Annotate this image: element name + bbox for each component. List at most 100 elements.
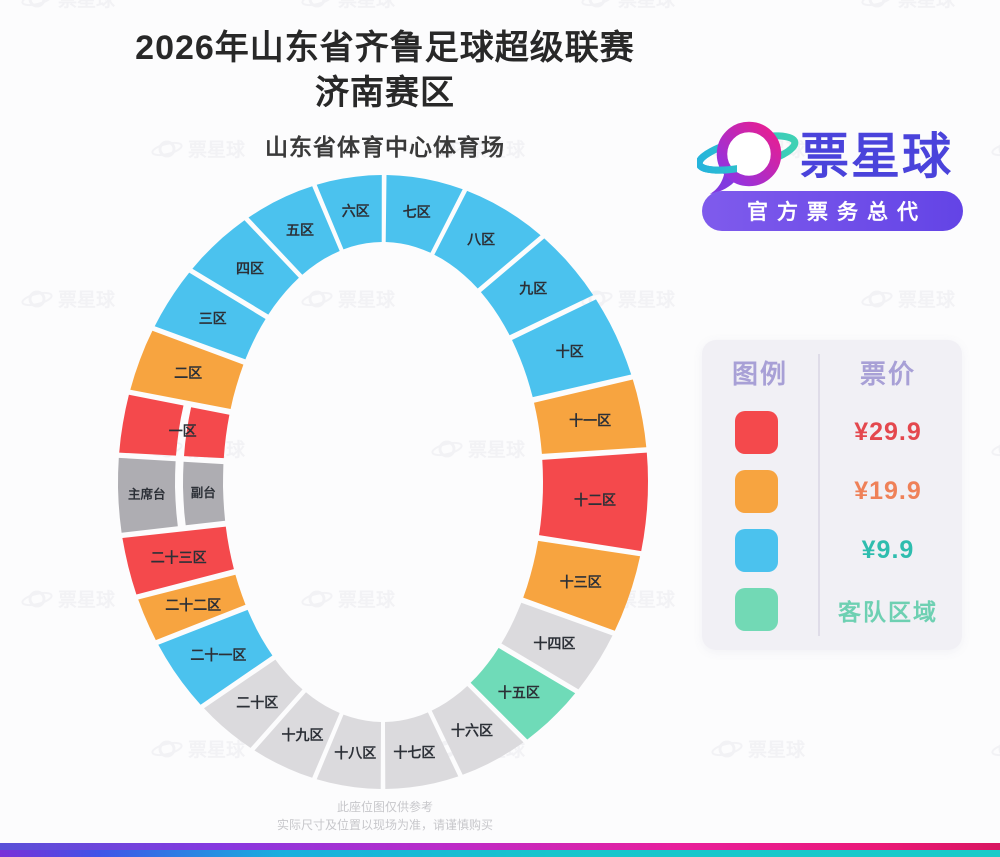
watermark: 票星球 xyxy=(20,285,115,312)
section-label-22: 二十二区 xyxy=(165,597,221,613)
watermark: 票星球 xyxy=(150,135,245,162)
section-16[interactable] xyxy=(431,686,524,775)
watermark-text: 票星球 xyxy=(898,290,956,311)
legend-swatch-teal-icon xyxy=(735,588,778,631)
watermark: 票星球 xyxy=(710,735,805,762)
price-column-header: 票价 xyxy=(859,359,916,389)
disclaimer: 此座位图仅供参考 实际尺寸及位置以现场为准，请谨慎购买 xyxy=(95,798,675,834)
section-23[interactable] xyxy=(122,526,234,595)
section-19[interactable] xyxy=(254,692,340,778)
watermark-text: 票星球 xyxy=(618,590,676,611)
watermark-planet-icon xyxy=(21,590,53,607)
section-label-23: 二十三区 xyxy=(151,549,207,565)
section-stage-side[interactable] xyxy=(183,461,226,526)
section-label-6: 六区 xyxy=(342,203,370,219)
section-label-18: 十八区 xyxy=(334,745,376,761)
watermark: 票星球 xyxy=(580,0,675,12)
watermark: 票星球 xyxy=(990,135,1000,162)
section-label-16: 十六区 xyxy=(451,722,493,738)
watermark-planet-icon xyxy=(431,140,463,157)
disclaimer-line1: 此座位图仅供参考 xyxy=(336,800,433,814)
official-agent-badge: 官方票务总代 xyxy=(702,191,963,231)
section-10[interactable] xyxy=(512,299,632,398)
watermark-text: 票星球 xyxy=(58,290,116,311)
section-label-17: 十七区 xyxy=(393,745,435,761)
bottom-gradient-bar-bottom xyxy=(0,850,1000,857)
section-2[interactable] xyxy=(130,330,244,409)
watermark-text: 票星球 xyxy=(58,590,116,611)
watermark-text: 票星球 xyxy=(468,440,526,461)
section-label-8: 八区 xyxy=(466,231,495,247)
legend-row-teal: 客队区域 xyxy=(702,580,962,639)
section-5[interactable] xyxy=(248,186,340,275)
watermark-planet-icon xyxy=(711,740,743,757)
watermark: 票星球 xyxy=(300,0,395,12)
legend-panel: 图例 票价 ¥29.9 ¥19.9 ¥9.9 客队区域 xyxy=(702,340,962,650)
section-11[interactable] xyxy=(534,379,647,454)
event-title-line2: 济南赛区 xyxy=(315,74,455,112)
section-stage-main[interactable] xyxy=(118,457,178,533)
watermark-text: 票星球 xyxy=(468,140,526,161)
section-6[interactable] xyxy=(316,175,382,250)
watermark-text: 票星球 xyxy=(618,290,676,311)
section-label-3: 三区 xyxy=(199,310,227,326)
watermark-text: 票星球 xyxy=(338,590,396,611)
legend-swatch-red-icon xyxy=(735,411,778,454)
watermark-planet-icon xyxy=(151,140,183,157)
section-18[interactable] xyxy=(316,714,381,789)
section-label-5: 五区 xyxy=(286,222,314,238)
section-label-19: 十九区 xyxy=(282,727,324,743)
legend-divider xyxy=(818,354,820,636)
watermark-text: 票星球 xyxy=(58,0,116,11)
section-label-1: 一区 xyxy=(169,423,197,439)
watermark-text: 票星球 xyxy=(748,740,806,761)
bottom-gradient-bar-top xyxy=(0,843,1000,850)
legend-swatch-orange-icon xyxy=(735,470,778,513)
section-13[interactable] xyxy=(523,540,641,631)
event-title-line1: 2026年山东省齐鲁足球超级联赛 xyxy=(135,29,635,67)
watermark-planet-icon xyxy=(991,741,1000,756)
legend-header: 图例 票价 xyxy=(702,354,962,391)
watermark-text: 票星球 xyxy=(338,0,396,11)
watermark: 票星球 xyxy=(430,135,525,162)
legend-price-orange: ¥19.9 xyxy=(854,477,922,505)
section-1-inner[interactable] xyxy=(184,407,230,459)
section-3[interactable] xyxy=(154,272,266,360)
section-label-2: 二区 xyxy=(174,365,202,381)
section-12[interactable] xyxy=(539,452,648,552)
section-label-9: 九区 xyxy=(518,281,547,297)
watermark-text: 票星球 xyxy=(188,140,246,161)
watermark: 票星球 xyxy=(150,735,245,762)
watermark-text: 票星球 xyxy=(338,290,396,311)
section-8[interactable] xyxy=(434,190,541,289)
section-20[interactable] xyxy=(204,659,303,748)
watermark-planet-icon xyxy=(861,290,893,307)
watermark-text: 票星球 xyxy=(898,0,956,11)
legend-price-teal: 客队区域 xyxy=(838,598,938,625)
watermark-planet-icon xyxy=(21,290,53,307)
section-label-20: 二十区 xyxy=(236,695,278,711)
section-1-outer[interactable] xyxy=(119,394,184,456)
watermark: 票星球 xyxy=(990,735,1000,762)
section-14[interactable] xyxy=(501,602,613,690)
section-4[interactable] xyxy=(192,220,299,315)
section-label-11: 十一区 xyxy=(569,413,611,429)
watermark-planet-icon xyxy=(581,0,613,7)
section-15[interactable] xyxy=(470,647,576,740)
watermark: 票星球 xyxy=(300,285,395,312)
watermark-planet-icon xyxy=(21,0,53,7)
watermark-planet-icon xyxy=(861,0,893,7)
watermark-text: 票星球 xyxy=(618,0,676,11)
legend-row-red: ¥29.9 xyxy=(702,403,962,462)
brand-name: 票星球 xyxy=(800,130,954,184)
section-22[interactable] xyxy=(138,574,246,641)
section-7[interactable] xyxy=(385,175,463,253)
watermark-planet-icon xyxy=(991,141,1000,156)
watermark: 票星球 xyxy=(430,435,525,462)
legend-price-blue: ¥9.9 xyxy=(861,536,915,564)
section-21[interactable] xyxy=(158,609,273,705)
section-9[interactable] xyxy=(480,238,594,336)
disclaimer-line2: 实际尺寸及位置以现场为准，请谨慎购买 xyxy=(276,818,493,832)
venue-name: 山东省体育中心体育场 xyxy=(265,134,505,160)
section-17[interactable] xyxy=(385,712,459,789)
